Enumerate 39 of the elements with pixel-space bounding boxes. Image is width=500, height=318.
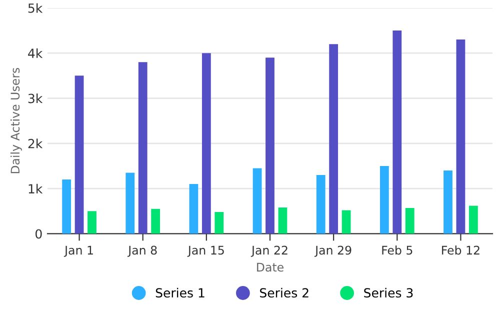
y-tick-label: 1k	[28, 184, 43, 194]
bar	[468, 206, 478, 234]
x-tick-label: Jan 29	[314, 246, 352, 257]
bar	[88, 211, 96, 234]
bar	[62, 180, 72, 234]
x-tick-label: Jan 22	[250, 246, 288, 257]
bar	[444, 170, 452, 234]
bar	[202, 53, 211, 234]
bar	[138, 62, 148, 234]
x-axis-title: Date	[257, 262, 284, 272]
bar	[278, 208, 288, 234]
legend-label: Series 2	[260, 288, 308, 298]
y-tick-label: 3k	[28, 94, 43, 104]
bar	[189, 184, 198, 234]
bar	[214, 212, 224, 234]
bar	[380, 166, 389, 234]
bar	[266, 58, 274, 234]
bar	[74, 76, 84, 234]
x-tick-label: Jan 1	[64, 246, 93, 257]
y-axis-title: Daily Active Users	[10, 68, 22, 174]
y-tick-label: 5k	[28, 3, 43, 13]
y-tick-label: 4k	[28, 48, 43, 58]
bar	[392, 30, 402, 234]
x-tick-label: Jan 15	[187, 246, 224, 257]
legend-label: Series 1	[156, 288, 204, 298]
legend-label: Series 3	[364, 288, 413, 298]
bar	[151, 208, 160, 234]
x-tick-label: Feb 5	[382, 246, 412, 255]
bar	[126, 172, 135, 234]
y-tick-label: 0	[36, 229, 42, 239]
bar	[252, 168, 262, 234]
bar	[405, 208, 414, 234]
x-tick-label: Feb 12	[442, 246, 480, 255]
bar	[456, 40, 466, 234]
bar	[316, 175, 326, 234]
x-tick-label: Jan 8	[128, 246, 157, 257]
bar	[329, 44, 338, 234]
bar	[342, 210, 351, 234]
y-tick-label: 2k	[28, 138, 43, 148]
